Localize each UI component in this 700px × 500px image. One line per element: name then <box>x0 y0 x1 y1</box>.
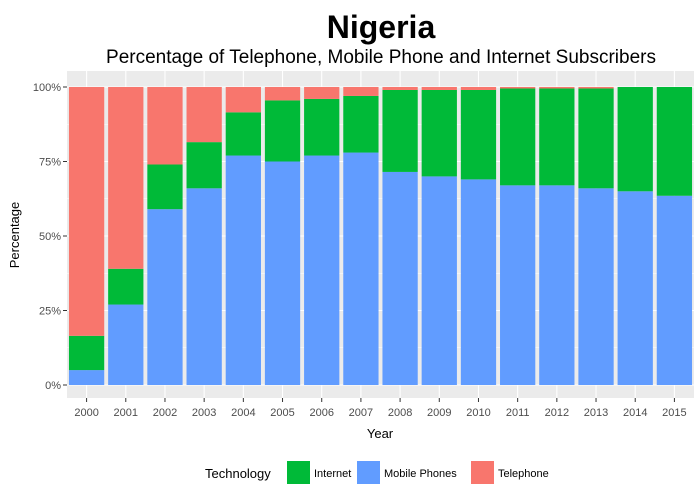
x-tick-label: 2010 <box>466 407 490 419</box>
y-tick-label: 50% <box>39 231 61 243</box>
bar-telephone-2008 <box>382 87 418 90</box>
x-tick-label: 2002 <box>153 407 177 419</box>
bar-mobile-phones-2006 <box>304 155 340 385</box>
bar-mobile-phones-2004 <box>225 155 261 385</box>
legend-title: Technology <box>205 466 271 481</box>
bar-telephone-2006 <box>304 87 340 99</box>
x-tick-label: 2015 <box>662 407 686 419</box>
x-tick-label: 2004 <box>231 407 255 419</box>
bar-mobile-phones-2008 <box>382 171 418 385</box>
bar-mobile-phones-2014 <box>617 191 653 385</box>
bar-internet-2001 <box>108 268 144 305</box>
bar-mobile-phones-2011 <box>500 185 536 385</box>
x-tick-label: 2003 <box>192 407 216 419</box>
bar-internet-2005 <box>264 100 301 162</box>
bar-telephone-2002 <box>147 87 183 165</box>
bar-internet-2011 <box>500 88 536 186</box>
y-tick-label: 100% <box>33 82 61 94</box>
x-tick-label: 2008 <box>388 407 412 419</box>
y-axis: 0% 25% 50% 75% 100% <box>33 82 67 392</box>
x-tick-label: 2005 <box>270 407 294 419</box>
bar-telephone-2012 <box>539 87 575 89</box>
y-tick-label: 0% <box>45 380 61 392</box>
x-tick-label: 2001 <box>114 407 138 419</box>
bar-telephone-2010 <box>460 87 497 90</box>
bar-internet-2007 <box>343 95 379 153</box>
bar-internet-2012 <box>539 88 575 186</box>
bar-internet-2000 <box>68 335 105 371</box>
bar-internet-2008 <box>382 89 418 172</box>
x-tick-label: 2006 <box>309 407 333 419</box>
bar-mobile-phones-2007 <box>343 152 379 385</box>
bar-internet-2014 <box>617 87 653 192</box>
bar-mobile-phones-2009 <box>421 176 457 385</box>
bar-telephone-2013 <box>578 87 614 89</box>
x-tick-label: 2012 <box>545 407 569 419</box>
bar-telephone-2005 <box>264 87 301 101</box>
x-tick-label: 2007 <box>349 407 373 419</box>
legend-label: Mobile Phones <box>384 468 457 480</box>
bar-internet-2002 <box>147 164 183 210</box>
bar-mobile-phones-2012 <box>539 185 575 385</box>
legend-key-mobile-phones <box>357 461 380 484</box>
bar-mobile-phones-2000 <box>68 370 105 385</box>
x-tick-label: 2013 <box>584 407 608 419</box>
legend-key-telephone <box>471 461 494 484</box>
bar-telephone-2007 <box>343 87 379 96</box>
bar-mobile-phones-2013 <box>578 188 614 385</box>
y-tick-label: 25% <box>39 306 61 318</box>
y-tick-label: 75% <box>39 157 61 169</box>
bar-mobile-phones-2001 <box>108 304 144 385</box>
bar-mobile-phones-2005 <box>264 161 301 385</box>
bar-mobile-phones-2002 <box>147 209 183 385</box>
chart-subtitle: Percentage of Telephone, Mobile Phone an… <box>106 47 656 68</box>
legend-label: Internet <box>314 468 351 480</box>
bar-telephone-2003 <box>186 87 222 143</box>
legend-label: Telephone <box>498 468 549 480</box>
legend-key-internet <box>287 461 310 484</box>
bar-mobile-phones-2015 <box>656 195 693 385</box>
bar-telephone-2004 <box>225 87 261 113</box>
bar-mobile-phones-2003 <box>186 188 222 385</box>
bar-internet-2013 <box>578 88 614 189</box>
x-tick-label: 2014 <box>623 407 647 419</box>
x-axis-title: Year <box>367 426 394 441</box>
legend: Technology Internet Mobile Phones Telephon… <box>205 461 549 484</box>
bar-internet-2015 <box>656 87 693 196</box>
bar-mobile-phones-2010 <box>460 179 497 385</box>
bar-telephone-2011 <box>500 87 536 89</box>
bar-telephone-2000 <box>68 87 105 336</box>
bar-internet-2004 <box>225 112 261 156</box>
bar-internet-2009 <box>421 89 457 177</box>
y-axis-title: Percentage <box>7 202 22 269</box>
x-tick-label: 2000 <box>74 407 98 419</box>
x-tick-label: 2011 <box>506 407 530 419</box>
x-tick-label: 2009 <box>427 407 451 419</box>
x-axis: 2000 2001 2002 2003 2004 2005 2006 2007 2008 2009… <box>74 398 687 419</box>
bar-internet-2010 <box>460 89 497 180</box>
bar-telephone-2001 <box>108 87 144 269</box>
chart-title: Nigeria <box>327 9 436 45</box>
bar-internet-2006 <box>304 98 340 156</box>
bar-internet-2003 <box>186 142 222 189</box>
bar-telephone-2009 <box>421 87 457 90</box>
bars <box>68 87 693 385</box>
